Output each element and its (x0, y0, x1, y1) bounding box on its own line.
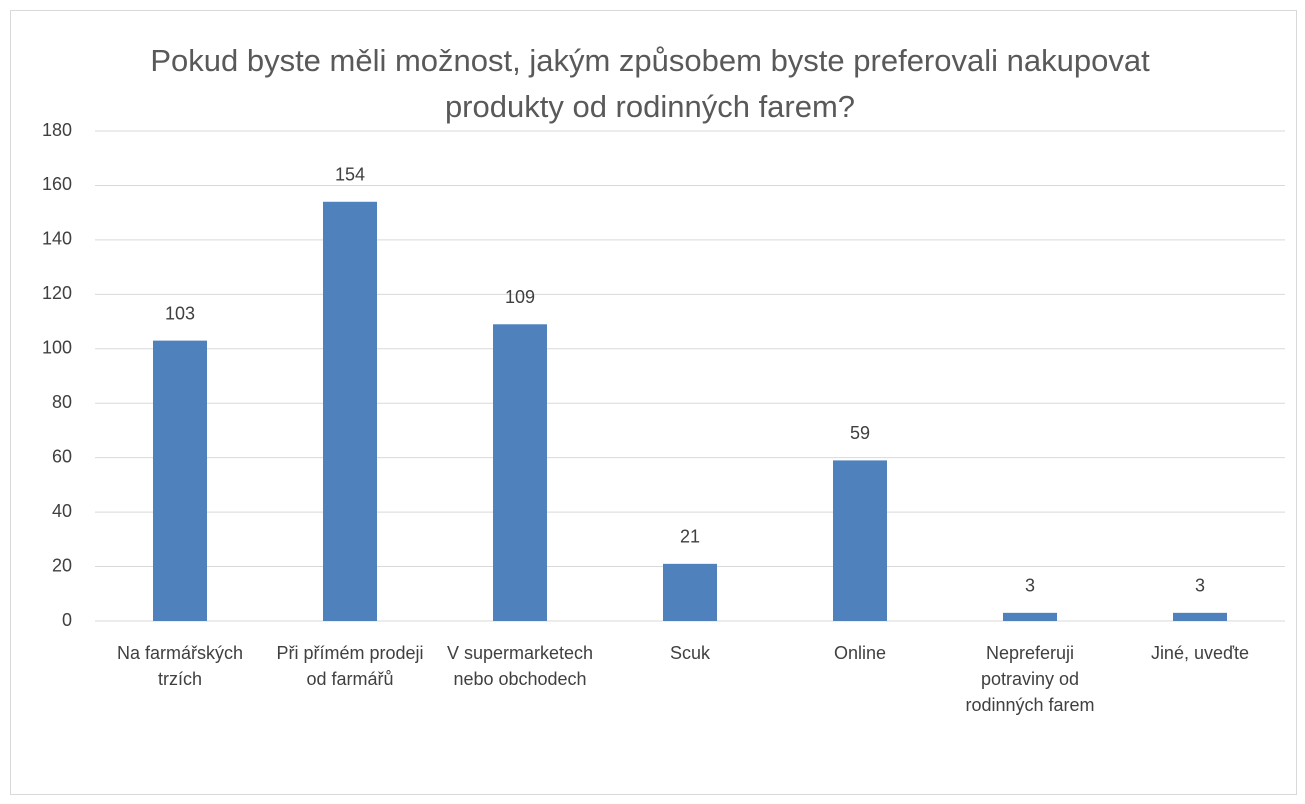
bar (1173, 612, 1227, 621)
data-label: 59 (850, 423, 870, 443)
data-label: 3 (1195, 576, 1205, 596)
data-label: 103 (165, 303, 195, 323)
y-tick-label: 20 (52, 555, 72, 575)
x-tick-label: Na farmářských trzích (116, 643, 244, 689)
bar (153, 340, 207, 621)
x-tick-label: Nepreferuji potraviny od rodinných farem (965, 643, 1095, 715)
data-label: 21 (680, 527, 700, 547)
x-tick-label: Online (833, 643, 887, 663)
y-tick-label: 60 (52, 446, 72, 466)
bar (493, 324, 547, 621)
chart-title: Pokud byste měli možnost, jakým způsobem… (150, 43, 1150, 124)
x-tick-label: Scuk (669, 643, 711, 663)
x-tick-label: Jiné, uveďte (1150, 643, 1250, 663)
bar (323, 201, 377, 621)
x-tick-label: V supermarketech nebo obchodech (446, 643, 594, 689)
bar (833, 460, 887, 621)
y-tick-label: 140 (42, 229, 72, 249)
y-tick-label: 160 (42, 174, 72, 194)
bar (1003, 612, 1057, 621)
y-tick-label: 0 (62, 610, 72, 630)
data-label: 109 (505, 287, 535, 307)
y-tick-label: 120 (42, 283, 72, 303)
data-label: 3 (1025, 576, 1035, 596)
x-tick-label: Při přímém prodeji od farmářů (276, 643, 424, 689)
y-tick-label: 40 (52, 501, 72, 521)
bar (663, 563, 717, 621)
chart-border (10, 10, 1297, 795)
y-tick-label: 80 (52, 392, 72, 412)
y-tick-label: 100 (42, 338, 72, 358)
y-tick-label: 180 (42, 120, 72, 140)
data-label: 154 (335, 165, 365, 185)
